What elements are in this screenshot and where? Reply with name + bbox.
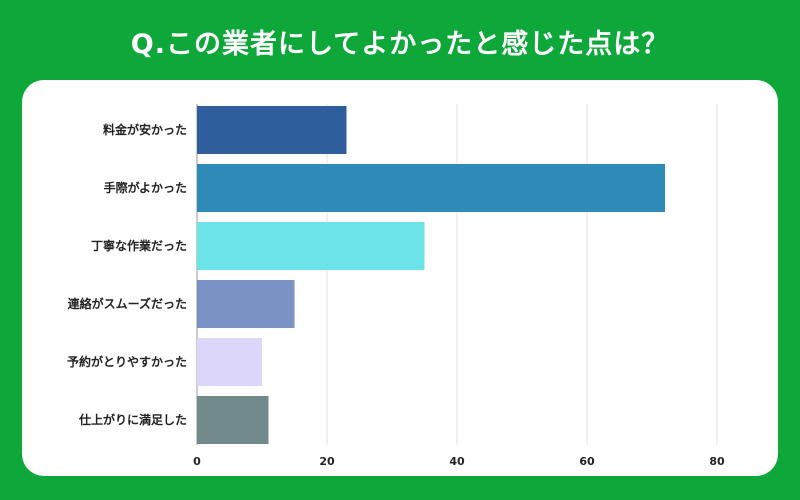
x-tick-label: 80 — [709, 455, 725, 468]
x-tick-label: 0 — [193, 455, 201, 468]
x-tick-label: 60 — [579, 455, 595, 468]
tick-labels: 0 20 40 60 80 — [193, 455, 725, 468]
bar — [197, 164, 665, 212]
category-labels: 料金が安かった手際がよかった丁寧な作業だった連絡がスムーズだった予約がとりやすか… — [67, 122, 187, 427]
category-label: 連絡がスムーズだった — [68, 296, 187, 311]
category-label: 料金が安かった — [103, 122, 187, 137]
x-tick-label: 40 — [449, 455, 465, 468]
x-tick-label: 20 — [319, 455, 335, 468]
category-label: 手際がよかった — [104, 180, 187, 195]
category-label: 予約がとりやすかった — [67, 354, 187, 369]
bar — [197, 396, 269, 444]
bar — [197, 106, 347, 154]
bars — [197, 106, 665, 444]
grid-lines — [196, 104, 718, 445]
category-label: 丁寧な作業だった — [91, 238, 187, 253]
bar — [197, 338, 262, 386]
category-label: 仕上がりに満足した — [78, 412, 187, 427]
chart-card — [22, 80, 778, 476]
bar — [197, 280, 295, 328]
bar — [197, 222, 425, 270]
chart-title: Q.この業者にしてよかったと感じた点は？ — [130, 29, 670, 60]
